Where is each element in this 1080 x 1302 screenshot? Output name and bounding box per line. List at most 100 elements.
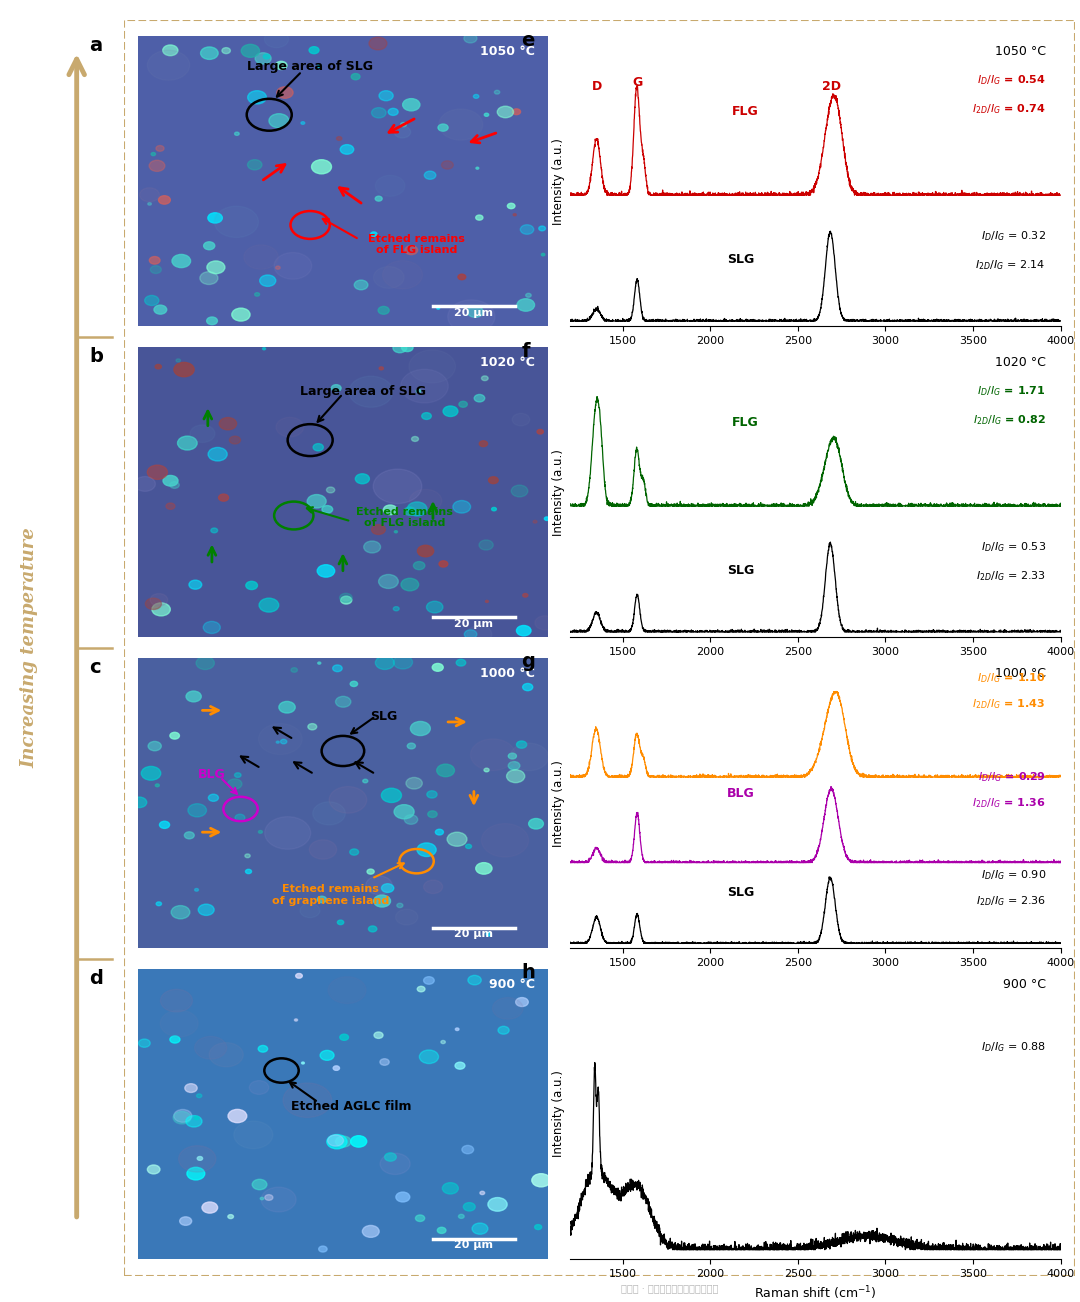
Circle shape	[381, 884, 394, 892]
Circle shape	[147, 51, 190, 81]
Circle shape	[394, 531, 397, 533]
Circle shape	[441, 1040, 445, 1044]
Circle shape	[145, 296, 159, 306]
Circle shape	[307, 495, 326, 508]
Circle shape	[351, 1135, 367, 1147]
Circle shape	[471, 740, 515, 771]
Circle shape	[438, 561, 448, 568]
Circle shape	[384, 1152, 396, 1161]
Circle shape	[476, 863, 492, 874]
Circle shape	[234, 773, 241, 777]
Circle shape	[326, 487, 335, 493]
Circle shape	[247, 160, 262, 169]
Circle shape	[485, 600, 488, 603]
Circle shape	[513, 214, 516, 216]
Circle shape	[265, 816, 311, 849]
Circle shape	[261, 1187, 296, 1212]
Circle shape	[232, 309, 251, 322]
Circle shape	[534, 521, 537, 523]
Circle shape	[488, 1198, 508, 1211]
Circle shape	[329, 786, 367, 814]
Circle shape	[539, 227, 545, 230]
Circle shape	[150, 266, 161, 273]
Circle shape	[393, 607, 400, 611]
Circle shape	[139, 187, 160, 202]
Circle shape	[411, 436, 419, 441]
Text: 1050 °C: 1050 °C	[995, 46, 1045, 59]
Circle shape	[480, 540, 494, 549]
Text: $I_D/I_G$ = 0.90: $I_D/I_G$ = 0.90	[981, 868, 1045, 883]
Circle shape	[379, 91, 393, 100]
Circle shape	[379, 574, 399, 589]
Circle shape	[355, 474, 369, 484]
Circle shape	[523, 684, 532, 690]
Circle shape	[170, 732, 179, 740]
Circle shape	[474, 395, 485, 402]
Circle shape	[301, 1062, 305, 1064]
Circle shape	[148, 203, 151, 206]
Circle shape	[374, 469, 422, 504]
Circle shape	[453, 500, 471, 513]
Circle shape	[199, 904, 214, 915]
Circle shape	[219, 418, 237, 430]
Text: $I_D/I_G$ = 0.32: $I_D/I_G$ = 0.32	[981, 229, 1045, 243]
Circle shape	[333, 665, 342, 672]
Text: $I_{2D}/I_G$ = 2.33: $I_{2D}/I_G$ = 2.33	[975, 569, 1045, 583]
Circle shape	[467, 625, 491, 643]
Circle shape	[160, 1010, 198, 1036]
Circle shape	[509, 762, 519, 769]
Circle shape	[472, 1223, 488, 1234]
Text: BLG: BLG	[727, 788, 755, 801]
Circle shape	[177, 436, 198, 450]
Circle shape	[149, 160, 165, 172]
Circle shape	[208, 448, 227, 461]
Circle shape	[544, 517, 550, 521]
Circle shape	[383, 505, 397, 514]
Circle shape	[409, 490, 442, 512]
Text: D: D	[592, 81, 602, 94]
Circle shape	[156, 365, 161, 368]
Circle shape	[202, 1202, 218, 1213]
Circle shape	[354, 280, 368, 290]
Text: $I_D/I_G$ = 0.88: $I_D/I_G$ = 0.88	[981, 1040, 1045, 1055]
Circle shape	[480, 441, 487, 447]
Circle shape	[511, 486, 528, 497]
Circle shape	[171, 906, 190, 919]
X-axis label: Raman shift (cm$^{-1}$): Raman shift (cm$^{-1}$)	[754, 1284, 877, 1302]
Text: Etched remains
of FLG island: Etched remains of FLG island	[368, 233, 465, 255]
Circle shape	[336, 1137, 351, 1147]
Circle shape	[166, 503, 175, 509]
Circle shape	[421, 413, 431, 419]
Circle shape	[417, 987, 426, 992]
Circle shape	[458, 275, 465, 280]
Circle shape	[464, 34, 477, 43]
Circle shape	[264, 55, 270, 59]
Circle shape	[486, 932, 491, 936]
Circle shape	[320, 1051, 334, 1060]
Circle shape	[372, 108, 386, 118]
Circle shape	[276, 741, 280, 743]
Circle shape	[258, 1046, 268, 1052]
Circle shape	[382, 260, 422, 289]
Text: SLG: SLG	[727, 253, 755, 266]
Circle shape	[198, 1156, 203, 1160]
Text: 1020 °C: 1020 °C	[481, 355, 536, 368]
Circle shape	[516, 741, 527, 749]
Circle shape	[396, 1193, 409, 1202]
Circle shape	[163, 46, 178, 56]
Circle shape	[265, 30, 288, 48]
Circle shape	[484, 113, 488, 116]
Circle shape	[401, 370, 448, 404]
Circle shape	[351, 73, 360, 79]
Circle shape	[206, 316, 217, 324]
Circle shape	[447, 832, 467, 846]
Circle shape	[401, 578, 419, 591]
Text: $I_D/I_G$ = 0.54: $I_D/I_G$ = 0.54	[976, 73, 1045, 87]
Circle shape	[462, 1146, 474, 1154]
Circle shape	[318, 565, 335, 577]
Circle shape	[258, 724, 302, 754]
Circle shape	[245, 870, 252, 874]
Circle shape	[414, 561, 424, 570]
Text: 1020 °C: 1020 °C	[995, 355, 1045, 368]
Circle shape	[416, 389, 421, 393]
